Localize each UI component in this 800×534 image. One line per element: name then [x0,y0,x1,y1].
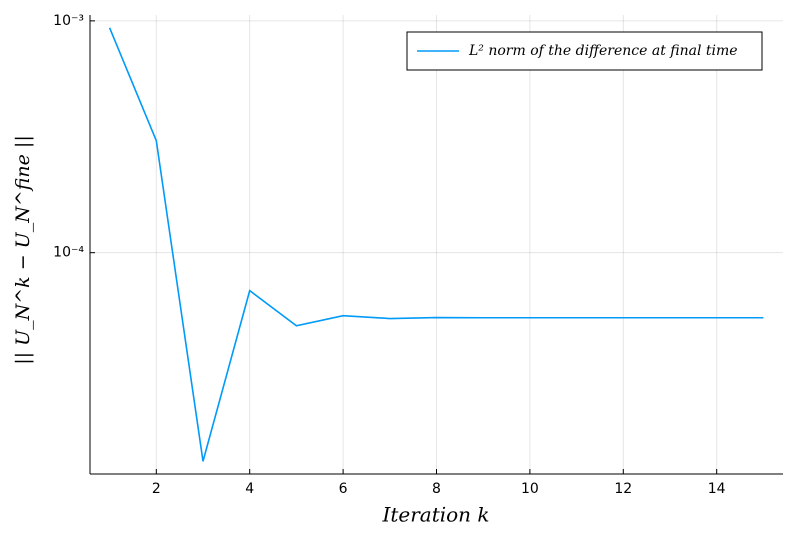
x-tick-label: 6 [339,481,348,497]
x-axis-label: Iteration k [381,503,489,527]
x-tick-label: 4 [245,481,254,497]
x-tick-label: 10 [521,481,539,497]
x-tick-label: 12 [614,481,632,497]
x-tick-label: 8 [432,481,441,497]
x-tick-label: 14 [708,481,726,497]
y-tick-label: 10⁻⁴ [53,245,84,261]
data-line [108,27,764,462]
x-tick-label: 2 [152,481,161,497]
legend-box [406,31,763,71]
y-axis-label: || U_N^k − U_N^fine || [12,135,34,364]
y-tick-label: 10⁻³ [53,13,84,29]
legend-label: L² norm of the difference at final time [468,43,738,59]
